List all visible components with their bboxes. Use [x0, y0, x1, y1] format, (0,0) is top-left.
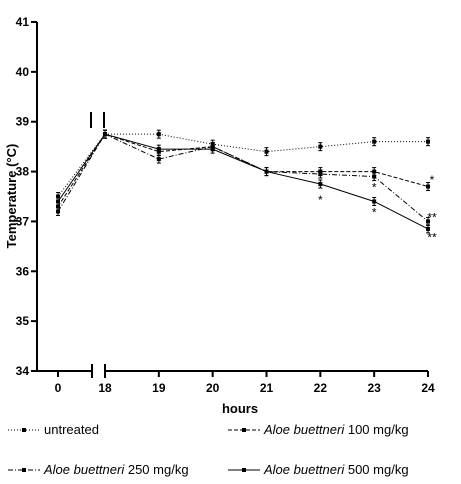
legend-swatch: [228, 427, 260, 432]
x-tick-label: 23: [367, 381, 381, 395]
data-point: [318, 172, 323, 177]
data-point: [156, 157, 161, 162]
data-point: [372, 174, 377, 179]
data-point: [56, 204, 60, 209]
legend-label: untreated: [44, 422, 99, 437]
legend-swatch: [8, 467, 40, 472]
legend-swatch: [8, 427, 40, 432]
data-point: [426, 184, 430, 189]
significance-marker: *: [372, 181, 377, 195]
x-tick-label: 0: [55, 381, 62, 395]
series-line: [57, 133, 429, 222]
significance-marker: **: [427, 210, 437, 224]
significance-marker: *: [372, 205, 377, 219]
data-point: [372, 199, 377, 204]
data-point: [372, 139, 377, 144]
data-point: [156, 147, 161, 152]
series-line: [57, 133, 429, 207]
data-point: [426, 226, 430, 231]
legend-swatch: [228, 467, 260, 472]
x-tick-label: 20: [206, 381, 220, 395]
data-point: [372, 169, 377, 174]
x-tick-label: 22: [314, 381, 328, 395]
data-point: [56, 199, 60, 204]
x-tick-label: 24: [421, 381, 435, 395]
data-point: [318, 144, 323, 149]
y-tick-label: 39: [16, 115, 30, 129]
legend-label: Aloe buettneri 250 mg/kg: [44, 462, 189, 477]
y-tick-label: 41: [16, 15, 30, 29]
significance-marker: *: [430, 173, 435, 187]
y-axis-title: Temperature (°C): [4, 144, 19, 249]
x-axis-title: hours: [222, 401, 258, 416]
data-point: [56, 194, 60, 199]
data-point: [264, 149, 269, 154]
y-tick-label: 40: [16, 65, 30, 79]
legend-item: untreated: [8, 422, 99, 437]
series-line: [57, 133, 428, 197]
data-point: [156, 132, 161, 137]
x-tick-label: 21: [260, 381, 274, 395]
y-tick-label: 35: [16, 314, 30, 328]
significance-marker: *: [318, 193, 323, 207]
x-tick-label: 19: [152, 381, 166, 395]
y-tick-label: 38: [16, 165, 30, 179]
legend-item: Aloe buettneri 250 mg/kg: [8, 462, 189, 477]
data-point: [103, 132, 107, 137]
data-point: [56, 209, 60, 214]
y-tick-label: 34: [16, 364, 30, 378]
y-tick-label: 37: [16, 214, 30, 228]
data-point: [426, 219, 430, 224]
legend-label: Aloe buettneri 500 mg/kg: [264, 462, 409, 477]
legend-item: Aloe buettneri 100 mg/kg: [228, 422, 409, 437]
data-point: [210, 147, 215, 152]
series-line: [57, 133, 429, 230]
significance-marker: **: [427, 230, 437, 244]
legend-item: Aloe buettneri 500 mg/kg: [228, 462, 409, 477]
legend-label: Aloe buettneri 100 mg/kg: [264, 422, 409, 437]
data-point: [318, 182, 323, 187]
data-point: [426, 139, 430, 144]
data-point: [264, 169, 269, 174]
y-tick-label: 36: [16, 264, 30, 278]
x-tick-label: 18: [98, 381, 112, 395]
